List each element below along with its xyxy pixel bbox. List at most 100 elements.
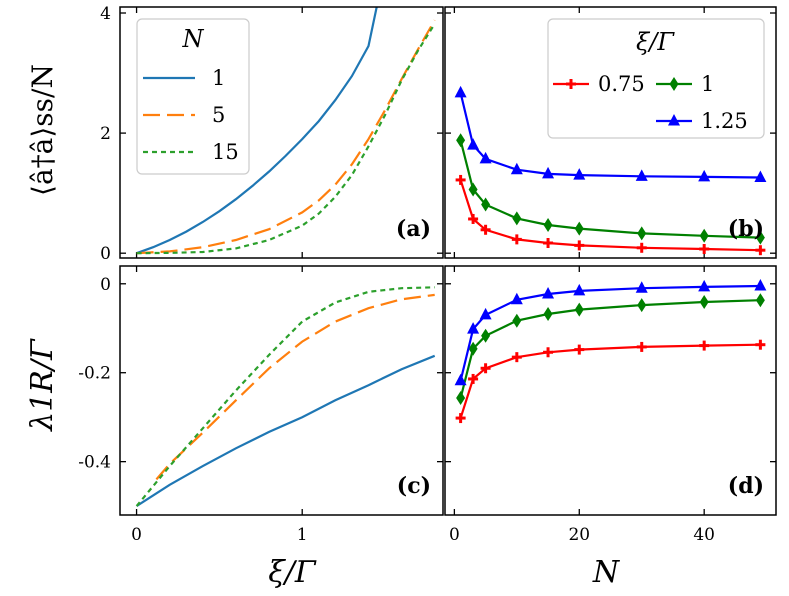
legend-marker-diamond bbox=[669, 77, 679, 91]
data-point-plus bbox=[468, 373, 479, 384]
data-point-plus bbox=[543, 347, 554, 358]
data-point-plus bbox=[480, 363, 491, 374]
legend-entry: 15 bbox=[212, 140, 239, 164]
data-point-diamond bbox=[468, 341, 478, 356]
panel-c: 0 1 0 -0.2 -0.4 (c) bbox=[78, 265, 444, 545]
series-line-0.75 bbox=[459, 343, 761, 419]
data-point-triangle bbox=[635, 281, 648, 293]
ylabel-top: ⟨â†â⟩ss/N bbox=[26, 64, 59, 196]
data-point-diamond bbox=[755, 293, 765, 308]
data-point-diamond bbox=[637, 226, 647, 241]
series-line-0.75 bbox=[459, 179, 761, 252]
panel-label-b: (b) bbox=[728, 216, 764, 242]
series-line-15 bbox=[136, 23, 436, 255]
panel-d: 0 20 40 (d) bbox=[444, 265, 777, 545]
data-point-diamond bbox=[481, 197, 491, 212]
data-point-plus bbox=[636, 341, 647, 352]
panel-label-c: (c) bbox=[397, 473, 431, 499]
data-point-triangle bbox=[754, 279, 767, 291]
ytick-label: 0 bbox=[100, 275, 111, 295]
legend-entry: 5 bbox=[212, 103, 225, 127]
ylabel-bottom: λ1R/Γ bbox=[25, 338, 60, 432]
series-line-5 bbox=[155, 293, 435, 481]
data-point-triangle bbox=[510, 162, 523, 175]
legend-entry: 1 bbox=[701, 72, 714, 96]
data-point-triangle bbox=[573, 283, 586, 296]
data-point-plus bbox=[699, 340, 710, 351]
panel-label-d: (d) bbox=[728, 473, 764, 499]
data-point-diamond bbox=[699, 295, 709, 310]
plot-frame bbox=[119, 6, 444, 259]
xlabel-right: N bbox=[592, 555, 621, 590]
data-point-diamond bbox=[481, 328, 491, 343]
data-point-plus bbox=[468, 213, 479, 224]
data-point-plus bbox=[511, 352, 522, 363]
data-point-diamond bbox=[512, 313, 522, 328]
data-point-plus bbox=[755, 245, 766, 256]
data-point-triangle bbox=[454, 373, 467, 386]
data-point-diamond bbox=[456, 391, 466, 406]
plot-frame bbox=[119, 265, 444, 516]
data-point-triangle bbox=[479, 151, 492, 164]
data-point-triangle bbox=[635, 169, 648, 181]
data-point-diamond bbox=[637, 298, 647, 313]
data-point-plus bbox=[455, 174, 466, 185]
xlabel-left: ξ/Γ bbox=[268, 555, 317, 590]
data-point-triangle bbox=[467, 322, 480, 334]
data-point-diamond bbox=[456, 133, 466, 148]
data-point-plus bbox=[574, 344, 585, 355]
data-point-diamond bbox=[755, 230, 765, 245]
data-point-diamond bbox=[543, 217, 553, 232]
legend-title: N bbox=[182, 25, 205, 53]
data-point-plus bbox=[636, 242, 647, 253]
ytick-label: -0.4 bbox=[78, 453, 111, 473]
data-point-plus bbox=[543, 237, 554, 248]
legend-box bbox=[547, 18, 765, 139]
panel-b: (b) ξ/Γ 0.75 1 1.25 bbox=[444, 6, 777, 259]
data-point-triangle bbox=[698, 169, 711, 182]
data-point-triangle bbox=[698, 279, 711, 292]
data-point-triangle bbox=[542, 287, 555, 299]
data-point-triangle bbox=[542, 166, 555, 179]
data-point-diamond bbox=[574, 221, 584, 236]
xtick-label: 0 bbox=[131, 525, 142, 545]
data-point-diamond bbox=[512, 211, 522, 226]
ytick-label: -0.2 bbox=[78, 364, 111, 384]
data-point-plus bbox=[511, 234, 522, 245]
series-line-15 bbox=[135, 286, 435, 507]
series-line-1.25 bbox=[459, 284, 761, 381]
data-point-triangle bbox=[573, 168, 586, 180]
data-point-triangle bbox=[467, 138, 480, 150]
series-line-5 bbox=[136, 19, 436, 255]
plot-frame bbox=[444, 265, 777, 516]
data-point-diamond bbox=[468, 182, 478, 197]
data-point-triangle bbox=[454, 85, 467, 98]
panel-label-a: (a) bbox=[396, 216, 431, 242]
legend-entry: 0.75 bbox=[598, 72, 645, 96]
data-point-triangle bbox=[510, 292, 523, 305]
ytick-label: 4 bbox=[100, 4, 111, 24]
data-point-plus bbox=[574, 240, 585, 251]
series-line-1 bbox=[136, 7, 378, 255]
data-point-triangle bbox=[479, 307, 492, 320]
data-point-plus bbox=[480, 224, 491, 235]
series-line-1 bbox=[136, 354, 436, 508]
plot-frame bbox=[444, 6, 777, 259]
legend-marker-plus bbox=[566, 79, 576, 89]
xtick-label: 20 bbox=[568, 525, 590, 545]
xtick-label: 0 bbox=[449, 525, 460, 545]
data-point-triangle bbox=[754, 170, 767, 183]
legend-b: ξ/Γ 0.75 1 1.25 bbox=[547, 18, 765, 139]
data-point-plus bbox=[755, 339, 766, 350]
legend-title: ξ/Γ bbox=[636, 28, 675, 56]
data-point-diamond bbox=[543, 307, 553, 322]
data-point-diamond bbox=[699, 228, 709, 243]
series-line-1 bbox=[459, 140, 761, 239]
ytick-label: 2 bbox=[100, 124, 111, 144]
ytick-label: 0 bbox=[100, 244, 111, 264]
data-point-plus bbox=[699, 243, 710, 254]
legend-box bbox=[136, 18, 250, 175]
